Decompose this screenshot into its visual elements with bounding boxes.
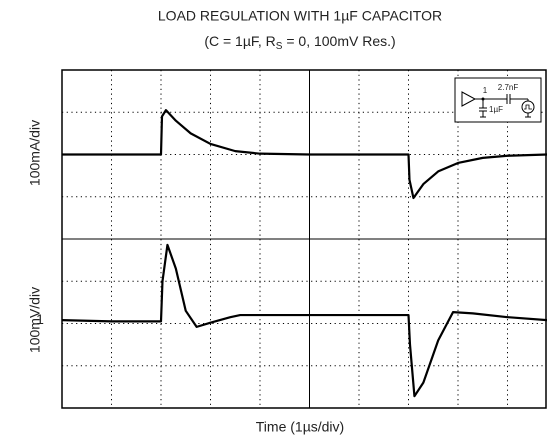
x-axis-label: Time (1µs/div) xyxy=(256,419,344,435)
inset-schematic: 2.7nF 1µF 1 xyxy=(454,77,542,123)
level-marker: 1 xyxy=(36,311,44,327)
subtitle-part: = 0, 100mV Res.) xyxy=(282,33,395,49)
chart-title: LOAD REGULATION WITH 1µF CAPACITOR xyxy=(158,8,442,24)
subtitle-sub: S xyxy=(276,41,283,52)
inset-label: 2.7nF xyxy=(498,83,519,92)
trace xyxy=(62,109,547,200)
trace xyxy=(61,243,547,398)
subtitle-part: (C = 1µF, R xyxy=(204,33,275,49)
inset-label: 1µF xyxy=(489,105,503,114)
plot-frame xyxy=(61,69,547,409)
chart-subtitle: (C = 1µF, RS = 0, 100mV Res.) xyxy=(204,33,395,52)
y-axis-label: 100mA/div xyxy=(27,120,43,186)
plot-area xyxy=(61,69,547,409)
inset-label: 1 xyxy=(483,86,488,95)
y-axis-label: 100mV/div xyxy=(27,287,43,353)
